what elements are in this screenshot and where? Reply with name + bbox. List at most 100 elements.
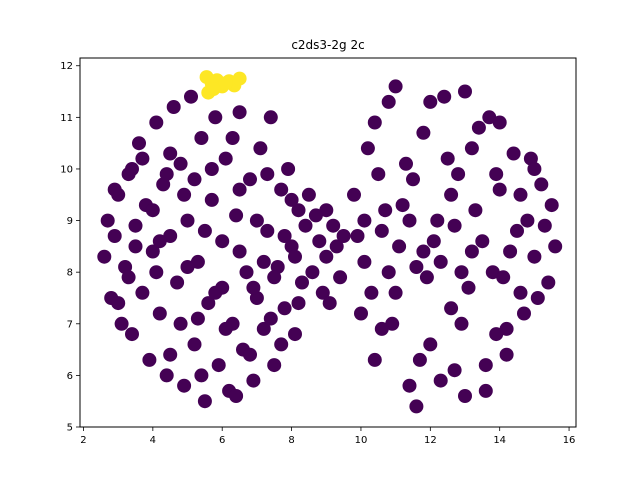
data-point-cluster-1: [433, 373, 448, 388]
data-point-cluster-1: [402, 213, 417, 228]
data-point-cluster-1: [489, 167, 504, 182]
data-point-cluster-1: [284, 192, 299, 207]
data-point-cluster-1: [152, 234, 167, 249]
data-point-cluster-1: [329, 239, 344, 254]
data-point-cluster-1: [204, 162, 219, 176]
data-point-cluster-1: [496, 270, 511, 285]
data-point-cluster-1: [503, 244, 518, 259]
x-tick-label: 12: [424, 435, 437, 446]
x-tick-label: 14: [493, 435, 506, 446]
data-point-cluster-1: [180, 213, 195, 228]
data-point-cluster-1: [548, 239, 563, 254]
data-point-cluster-1: [277, 229, 292, 243]
data-point-cluster-1: [135, 285, 150, 300]
data-point-cluster-1: [308, 208, 323, 223]
data-point-cluster-1: [319, 203, 334, 218]
data-point-cluster-1: [256, 321, 271, 336]
data-point-cluster-1: [374, 321, 389, 336]
data-point-cluster-1: [451, 167, 466, 182]
points-layer: [97, 70, 563, 414]
x-tick-label: 10: [355, 435, 368, 446]
data-point-cluster-1: [360, 141, 375, 156]
data-point-cluster-1: [537, 218, 552, 233]
data-point-cluster-1: [426, 234, 441, 249]
data-point-cluster-1: [492, 182, 507, 197]
data-point-cluster-1: [260, 167, 275, 182]
data-point-cluster-1: [197, 223, 212, 238]
data-point-cluster-1: [232, 105, 247, 120]
data-point-cluster-1: [142, 352, 157, 367]
data-point-cluster-1: [475, 234, 490, 249]
data-point-cluster-1: [225, 131, 240, 145]
data-point-cluster-1: [520, 213, 535, 228]
data-point-cluster-1: [149, 115, 164, 130]
data-point-cluster-1: [128, 239, 143, 254]
data-point-cluster-1: [295, 275, 309, 290]
data-point-cluster-1: [215, 234, 230, 249]
y-axis: 5 6 7 8 9 10 11 12: [60, 61, 80, 434]
data-point-cluster-1: [433, 254, 448, 269]
data-point-cluster-1: [499, 347, 514, 362]
data-point-cluster-1: [517, 306, 531, 321]
x-tick-label: 4: [150, 435, 156, 446]
data-point-cluster-1: [416, 244, 431, 259]
data-point-cluster-1: [430, 213, 445, 228]
data-point-cluster-1: [291, 296, 306, 311]
y-tick-label: 11: [60, 113, 73, 124]
data-point-cluster-1: [288, 327, 302, 342]
data-point-cluster-1: [416, 125, 431, 140]
data-point-cluster-1: [312, 234, 327, 249]
data-point-cluster-1: [274, 182, 289, 197]
data-point-cluster-1: [412, 352, 427, 367]
data-point-cluster-1: [263, 311, 278, 326]
data-point-cluster-1: [246, 373, 261, 388]
x-tick-label: 6: [219, 435, 225, 446]
data-point-cluster-1: [399, 156, 413, 171]
data-point-cluster-1: [305, 265, 320, 280]
data-point-cluster-1: [121, 270, 136, 285]
data-point-cluster-1: [97, 249, 112, 264]
data-point-cluster-1: [409, 260, 424, 274]
data-point-cluster-1: [208, 285, 223, 300]
data-point-cluster-1: [163, 229, 178, 243]
data-point-cluster-1: [527, 162, 542, 176]
data-point-cluster-1: [478, 383, 493, 398]
data-point-cluster-1: [204, 192, 219, 207]
data-point-cluster-1: [267, 358, 282, 373]
data-point-cluster-1: [281, 162, 296, 176]
data-point-cluster-1: [364, 285, 379, 300]
data-point-cluster-1: [187, 172, 202, 187]
y-tick-label: 5: [67, 423, 73, 434]
data-point-cluster-1: [485, 265, 500, 280]
x-tick-label: 16: [563, 435, 576, 446]
x-axis: 2 4 6 8 10 12 14 16: [80, 427, 575, 446]
data-point-cluster-1: [392, 239, 407, 254]
data-point-cluster-1: [322, 296, 337, 311]
data-point-cluster-1: [468, 203, 483, 218]
data-point-cluster-1: [125, 162, 139, 176]
data-point-cluster-1: [510, 223, 524, 238]
data-point-cluster-1: [464, 244, 479, 259]
data-point-cluster-1: [288, 249, 302, 264]
data-point-cluster-1: [437, 89, 452, 104]
data-point-cluster-1: [145, 203, 160, 218]
data-point-cluster-1: [371, 167, 386, 182]
data-point-cluster-1: [478, 358, 493, 373]
data-point-cluster-1: [190, 254, 205, 269]
data-point-cluster-1: [454, 265, 469, 280]
data-point-cluster-1: [177, 187, 192, 202]
data-point-cluster-1: [367, 115, 382, 130]
data-point-cluster-1: [395, 198, 410, 213]
data-point-cluster-1: [194, 368, 209, 383]
data-point-cluster-1: [159, 167, 174, 182]
y-tick-label: 9: [67, 216, 73, 227]
data-point-cluster-1: [347, 187, 361, 202]
data-point-cluster-1: [173, 316, 188, 331]
data-point-cluster-1: [444, 301, 459, 316]
y-tick-label: 12: [60, 61, 73, 72]
data-point-cluster-1: [381, 94, 396, 109]
data-point-cluster-1: [388, 79, 403, 94]
data-point-cluster-1: [423, 94, 438, 109]
data-point-cluster-1: [506, 146, 521, 161]
